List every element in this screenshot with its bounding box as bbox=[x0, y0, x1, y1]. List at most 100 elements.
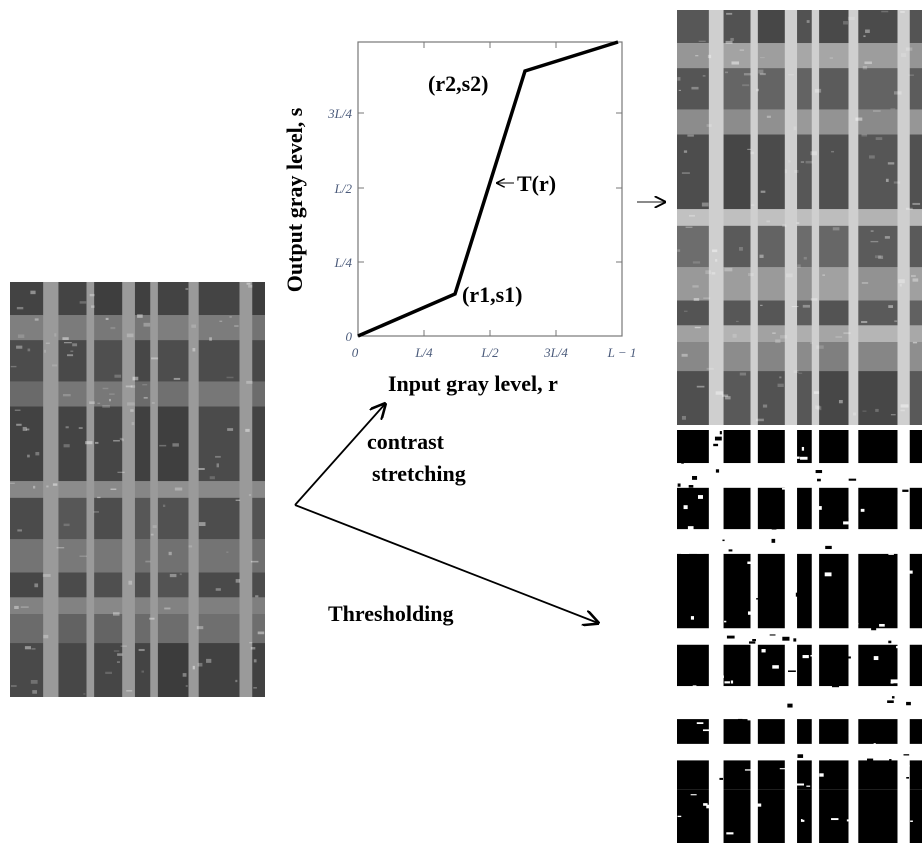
texture bbox=[713, 443, 719, 447]
texture bbox=[677, 430, 709, 464]
texture bbox=[795, 592, 801, 597]
texture bbox=[723, 487, 751, 530]
texture bbox=[723, 760, 751, 790]
texture bbox=[794, 170, 799, 173]
texture bbox=[113, 650, 120, 652]
texture bbox=[747, 148, 752, 151]
texture bbox=[909, 371, 922, 425]
texture bbox=[779, 768, 788, 770]
texture bbox=[831, 818, 839, 821]
texture bbox=[748, 641, 756, 644]
texture bbox=[250, 560, 259, 563]
stretched-image bbox=[677, 10, 922, 425]
texture bbox=[728, 549, 733, 552]
texture bbox=[62, 337, 69, 340]
texture bbox=[58, 406, 87, 482]
texture bbox=[838, 399, 843, 404]
texture bbox=[757, 430, 785, 464]
texture bbox=[131, 422, 135, 426]
texture bbox=[906, 777, 910, 779]
texture bbox=[760, 57, 765, 59]
texture bbox=[702, 729, 711, 732]
texture bbox=[58, 572, 87, 598]
texture bbox=[252, 282, 265, 316]
texture bbox=[752, 719, 757, 722]
texture bbox=[822, 683, 827, 686]
texture bbox=[65, 426, 69, 429]
texture bbox=[858, 719, 898, 744]
texture bbox=[149, 617, 155, 620]
texture bbox=[852, 412, 857, 416]
texture bbox=[798, 695, 802, 700]
texture bbox=[33, 485, 36, 489]
arrow-label: Thresholding bbox=[328, 601, 454, 626]
texture bbox=[688, 214, 696, 217]
texture bbox=[252, 497, 265, 540]
texture bbox=[93, 511, 99, 513]
texture bbox=[714, 436, 722, 441]
texture bbox=[750, 204, 755, 206]
texture bbox=[732, 333, 737, 338]
texture bbox=[862, 66, 868, 70]
texture bbox=[800, 819, 805, 822]
texture bbox=[162, 504, 166, 508]
texture bbox=[757, 68, 785, 110]
texture bbox=[705, 270, 711, 275]
texture bbox=[198, 643, 240, 697]
texture bbox=[890, 682, 894, 684]
texture bbox=[63, 444, 70, 448]
texture bbox=[887, 700, 894, 703]
texture bbox=[884, 664, 889, 667]
texture bbox=[846, 517, 849, 521]
texture bbox=[684, 789, 692, 792]
texture bbox=[800, 161, 805, 163]
texture bbox=[677, 371, 709, 425]
texture bbox=[819, 719, 849, 744]
texture bbox=[863, 35, 866, 38]
texture bbox=[903, 754, 910, 756]
texture bbox=[806, 20, 810, 23]
texture bbox=[128, 580, 133, 585]
texture bbox=[690, 794, 697, 796]
texture bbox=[192, 665, 195, 670]
texture bbox=[10, 365, 17, 368]
texture bbox=[157, 614, 189, 644]
texture bbox=[151, 402, 155, 404]
texture bbox=[235, 499, 241, 501]
texture bbox=[888, 640, 892, 644]
texture bbox=[902, 489, 909, 492]
texture bbox=[724, 620, 727, 623]
texture bbox=[752, 638, 756, 642]
texture bbox=[25, 428, 30, 431]
texture bbox=[696, 722, 704, 725]
texture bbox=[179, 573, 182, 576]
texture bbox=[89, 401, 95, 405]
texture bbox=[58, 340, 87, 382]
texture bbox=[134, 614, 151, 644]
texture bbox=[685, 226, 693, 228]
texture bbox=[865, 511, 869, 513]
texture bbox=[756, 88, 759, 92]
texture bbox=[797, 487, 812, 530]
texture bbox=[226, 551, 229, 553]
texture bbox=[723, 342, 751, 372]
texture bbox=[681, 415, 686, 420]
texture bbox=[730, 37, 734, 41]
texture bbox=[832, 227, 840, 231]
texture bbox=[701, 202, 709, 207]
texture bbox=[58, 643, 87, 697]
texture bbox=[797, 719, 812, 744]
texture bbox=[868, 155, 875, 159]
texture bbox=[198, 381, 240, 407]
texture bbox=[132, 376, 139, 381]
texture bbox=[255, 595, 259, 598]
texture bbox=[777, 383, 784, 388]
texture bbox=[889, 759, 892, 763]
texture bbox=[861, 134, 868, 137]
arrow-label: stretching bbox=[372, 461, 466, 486]
texture bbox=[819, 68, 849, 110]
texture bbox=[130, 385, 136, 388]
texture bbox=[119, 437, 123, 440]
texture bbox=[884, 236, 890, 239]
texture bbox=[797, 754, 804, 758]
